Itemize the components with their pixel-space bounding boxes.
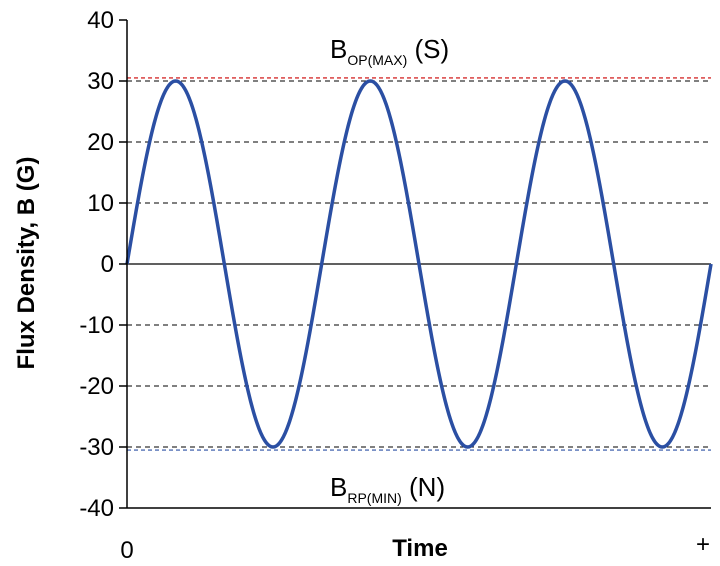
y-tick-label-6: -20 [79,373,114,400]
bop-max-annotation: BOP(MAX) (S) [330,34,449,68]
x-tick-label-end: + [696,531,710,558]
brp-min-suffix: (N) [402,472,445,502]
brp-min-annotation: BRP(MIN) (N) [330,472,445,506]
reference-lines [127,77,711,451]
bop-max-base: B [330,34,347,64]
axes [119,19,711,509]
y-tick-labels: 40 30 20 10 0 -10 -20 -30 -40 [79,7,114,522]
bop-max-suffix: (S) [407,34,449,64]
y-axis-title: Flux Density, B (G) [13,157,40,370]
y-tick-label-8: -40 [79,495,114,522]
series-group [125,79,713,449]
x-tick-label-start: 0 [120,537,133,564]
y-tick-label-4: 0 [101,251,114,278]
grid-lines [127,80,711,448]
y-tick-label-0: 40 [87,7,114,34]
y-tick-label-7: -30 [79,434,114,461]
x-axis-title: Time [392,535,448,562]
y-tick-label-1: 30 [87,68,114,95]
y-tick-label-3: 10 [87,190,114,217]
brp-min-subscript: RP(MIN) [347,490,401,506]
y-tick-label-5: -10 [79,312,114,339]
brp-min-base: B [330,472,347,502]
bop-max-subscript: OP(MAX) [347,52,407,68]
series-line-0 [125,79,713,449]
y-tick-label-2: 20 [87,129,114,156]
